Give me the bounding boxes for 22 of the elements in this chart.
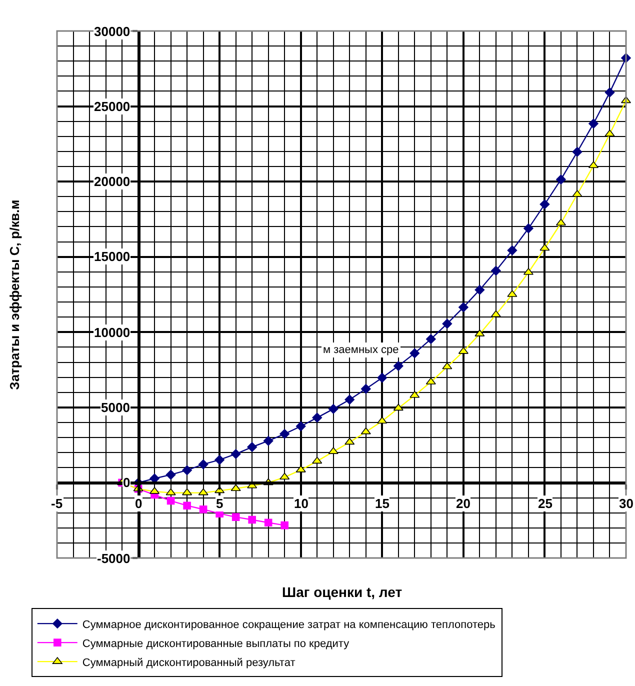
legend-label: Суммарное дисконтированное сокращение затрат на компенсацию теплопотерь	[82, 618, 496, 631]
y-tick-label: 15000	[94, 249, 130, 264]
x-tick-label: -5	[51, 496, 63, 511]
y-tick-label: 5000	[101, 400, 130, 415]
x-tick-label: 30	[619, 496, 634, 511]
y-tick-label: 25000	[94, 99, 130, 114]
x-tick-label: 25	[538, 496, 552, 511]
x-tick-label: 15	[375, 496, 390, 511]
x-tick-label: 5	[216, 496, 224, 511]
y-tick-label: 30000	[94, 24, 130, 39]
x-tick-label: 20	[456, 496, 470, 511]
y-tick-label: -5000	[97, 551, 130, 566]
y-tick-label: 20000	[94, 174, 130, 189]
x-tick-label: 10	[294, 496, 308, 511]
y-axis-title: Затраты и эффекты С, р/кв.м	[6, 200, 22, 390]
y-tick-label: 0	[123, 475, 130, 490]
legend-label: Суммарные дисконтированные выплаты по кредиту	[82, 638, 350, 650]
annotation: м заемных сре	[323, 344, 399, 356]
x-axis-title: Шаг оценки t, лет	[282, 584, 402, 600]
y-tick-label: 10000	[94, 325, 130, 340]
x-tick-label: 0	[135, 496, 142, 511]
legend-label: Суммарный дисконтированный результат	[82, 656, 296, 669]
